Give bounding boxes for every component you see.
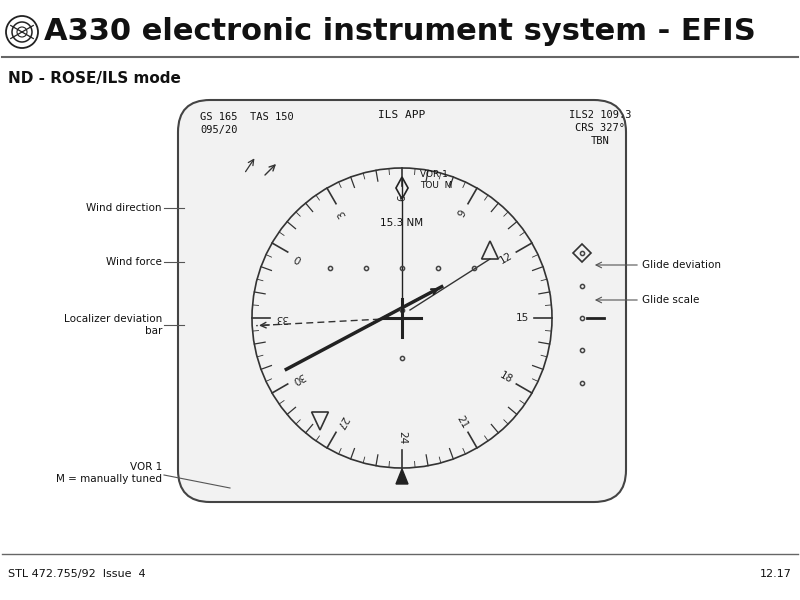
Text: Glide scale: Glide scale: [642, 295, 699, 305]
Text: 9: 9: [456, 209, 468, 220]
Text: 27: 27: [334, 413, 350, 430]
Text: Glide deviation: Glide deviation: [642, 260, 721, 270]
Text: ILS APP: ILS APP: [378, 110, 426, 120]
Text: 33: 33: [275, 313, 289, 323]
Text: VOR 1
M = manually tuned: VOR 1 M = manually tuned: [56, 462, 162, 484]
Text: 15.3 NM: 15.3 NM: [381, 218, 423, 228]
Text: GS 165  TAS 150
095/20: GS 165 TAS 150 095/20: [200, 112, 294, 135]
Text: 12.17: 12.17: [760, 569, 792, 579]
Text: 24: 24: [397, 431, 407, 445]
Text: 0: 0: [293, 252, 303, 264]
Polygon shape: [396, 469, 408, 484]
Text: ND - ROSE/ILS mode: ND - ROSE/ILS mode: [8, 71, 181, 86]
Text: VOR 1
TOU  M: VOR 1 TOU M: [420, 170, 452, 190]
Text: 12: 12: [498, 250, 514, 266]
Text: Wind force: Wind force: [106, 257, 162, 267]
Text: 15: 15: [515, 313, 529, 323]
Text: 30: 30: [290, 370, 306, 386]
Text: Localizer deviation
bar: Localizer deviation bar: [64, 314, 162, 336]
FancyBboxPatch shape: [178, 100, 626, 502]
Text: STL 472.755/92  Issue  4: STL 472.755/92 Issue 4: [8, 569, 146, 579]
Text: A330 electronic instrument system - EFIS: A330 electronic instrument system - EFIS: [44, 17, 756, 46]
Text: 3: 3: [336, 209, 348, 220]
Text: ILS2 109.3
CRS 327°
TBN: ILS2 109.3 CRS 327° TBN: [569, 110, 631, 146]
Text: 21: 21: [454, 413, 470, 430]
Text: Wind direction: Wind direction: [86, 203, 162, 213]
Text: 6: 6: [397, 194, 407, 202]
Text: 18: 18: [498, 370, 514, 386]
